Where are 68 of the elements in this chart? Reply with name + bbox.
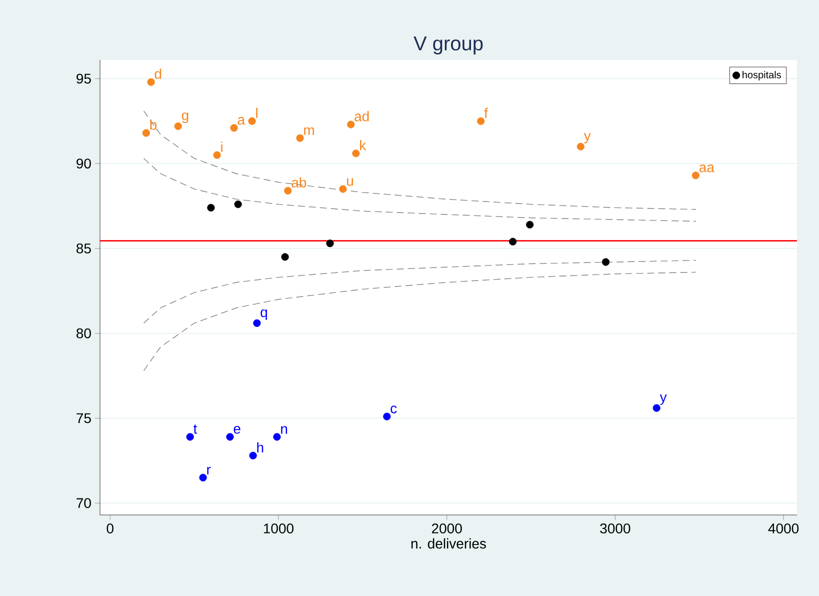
x-tick-label: 1000: [264, 524, 294, 534]
point: [142, 129, 150, 137]
y-tick-label: 70: [76, 498, 91, 508]
point: [147, 78, 155, 86]
annotation: c: [390, 406, 397, 414]
annotation: e: [234, 426, 240, 434]
point: [339, 185, 347, 193]
point: [253, 319, 261, 327]
annotation: d: [154, 68, 162, 79]
x-tick-label: 0: [106, 524, 114, 534]
point: [692, 172, 700, 180]
chart-title: V group: [414, 36, 483, 54]
point: [230, 124, 238, 132]
point: [326, 240, 334, 248]
line-series: [143, 272, 696, 372]
point: [207, 204, 215, 212]
annotation: i: [221, 142, 222, 152]
point: [248, 117, 256, 125]
point: [352, 150, 360, 158]
point: [174, 122, 182, 130]
annotation: n: [281, 426, 288, 434]
annotation: f: [484, 108, 488, 118]
x-axis-title: n. deliveries: [411, 538, 486, 549]
point: [284, 186, 292, 195]
annotation: r: [207, 466, 211, 474]
point: [213, 151, 221, 159]
point: [273, 433, 281, 441]
y-tick-label: 80: [76, 328, 91, 338]
annotation: u: [347, 178, 353, 186]
y-tick-label: 75: [76, 413, 91, 424]
point: [186, 433, 194, 441]
x-tick-label: 3000: [600, 524, 630, 534]
x-tick-label: 2000: [432, 524, 462, 534]
annotation: h: [257, 442, 264, 452]
annotation: l: [256, 108, 258, 118]
annotation: g: [182, 112, 188, 123]
point: [347, 120, 355, 128]
annotation: y: [584, 133, 591, 144]
y-tick-label: 90: [76, 158, 91, 169]
point: [296, 134, 304, 142]
x-tick-label: 4000: [768, 524, 799, 534]
y-tick-label: 85: [76, 243, 91, 254]
annotation: t: [193, 424, 198, 434]
point: [509, 238, 517, 246]
annotation: y: [660, 394, 667, 405]
annotation: ad: [354, 111, 369, 122]
point: [526, 220, 534, 228]
annotation: b: [150, 120, 157, 130]
point: [477, 117, 485, 125]
line-series: [143, 158, 696, 222]
point: [234, 200, 242, 208]
annotation: aa: [699, 164, 714, 172]
y-tick-label: 95: [76, 74, 91, 84]
legend-label: hospitals: [742, 71, 781, 80]
annotation: ab: [292, 177, 306, 188]
annotation: m: [304, 127, 314, 135]
annotation: k: [360, 140, 366, 150]
point: [199, 474, 207, 482]
point: [249, 452, 257, 460]
point: [576, 142, 584, 150]
point: [281, 253, 289, 261]
point: [383, 412, 391, 420]
point: [226, 433, 234, 441]
annotation: q: [260, 309, 268, 320]
point: [652, 404, 660, 412]
point: [602, 258, 610, 266]
annotation: a: [238, 117, 246, 125]
line-series: [143, 260, 696, 324]
